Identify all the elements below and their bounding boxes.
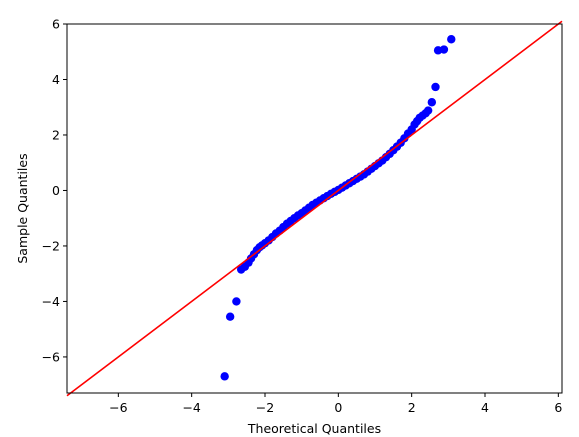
y-axis: −6 −4 −2 0 2 4 6: [42, 17, 67, 364]
x-axis: −6 −4 −2 0 2 4 6: [109, 393, 562, 415]
y-tick-label: 0: [52, 183, 60, 198]
x-tick-label: 2: [408, 400, 416, 415]
data-point: [439, 45, 449, 54]
axes-frame: [66, 23, 563, 394]
x-tick-label: −6: [109, 400, 127, 415]
x-tick-label: 4: [481, 400, 489, 415]
x-axis-label: Theoretical Quantiles: [247, 421, 381, 436]
data-point: [427, 98, 437, 107]
y-tick-label: 6: [52, 17, 60, 32]
y-tick-label: 4: [52, 72, 60, 87]
plot-area: [66, 20, 563, 397]
reference-line: [66, 20, 563, 397]
data-point: [431, 82, 440, 92]
y-tick-label: 2: [52, 127, 60, 142]
y-tick-label: −6: [42, 349, 60, 364]
x-tick-label: −2: [256, 400, 274, 415]
data-point: [232, 297, 241, 306]
x-tick-label: 6: [554, 400, 562, 415]
x-tick-label: 0: [334, 400, 342, 415]
x-tick-label: −4: [182, 400, 200, 415]
y-tick-label: −4: [42, 294, 60, 309]
data-point: [225, 312, 235, 321]
data-point: [423, 106, 433, 115]
data-point: [447, 35, 456, 44]
y-tick-label: −2: [42, 238, 60, 253]
y-axis-label: Sample Quantiles: [15, 153, 30, 263]
data-point: [220, 372, 229, 381]
